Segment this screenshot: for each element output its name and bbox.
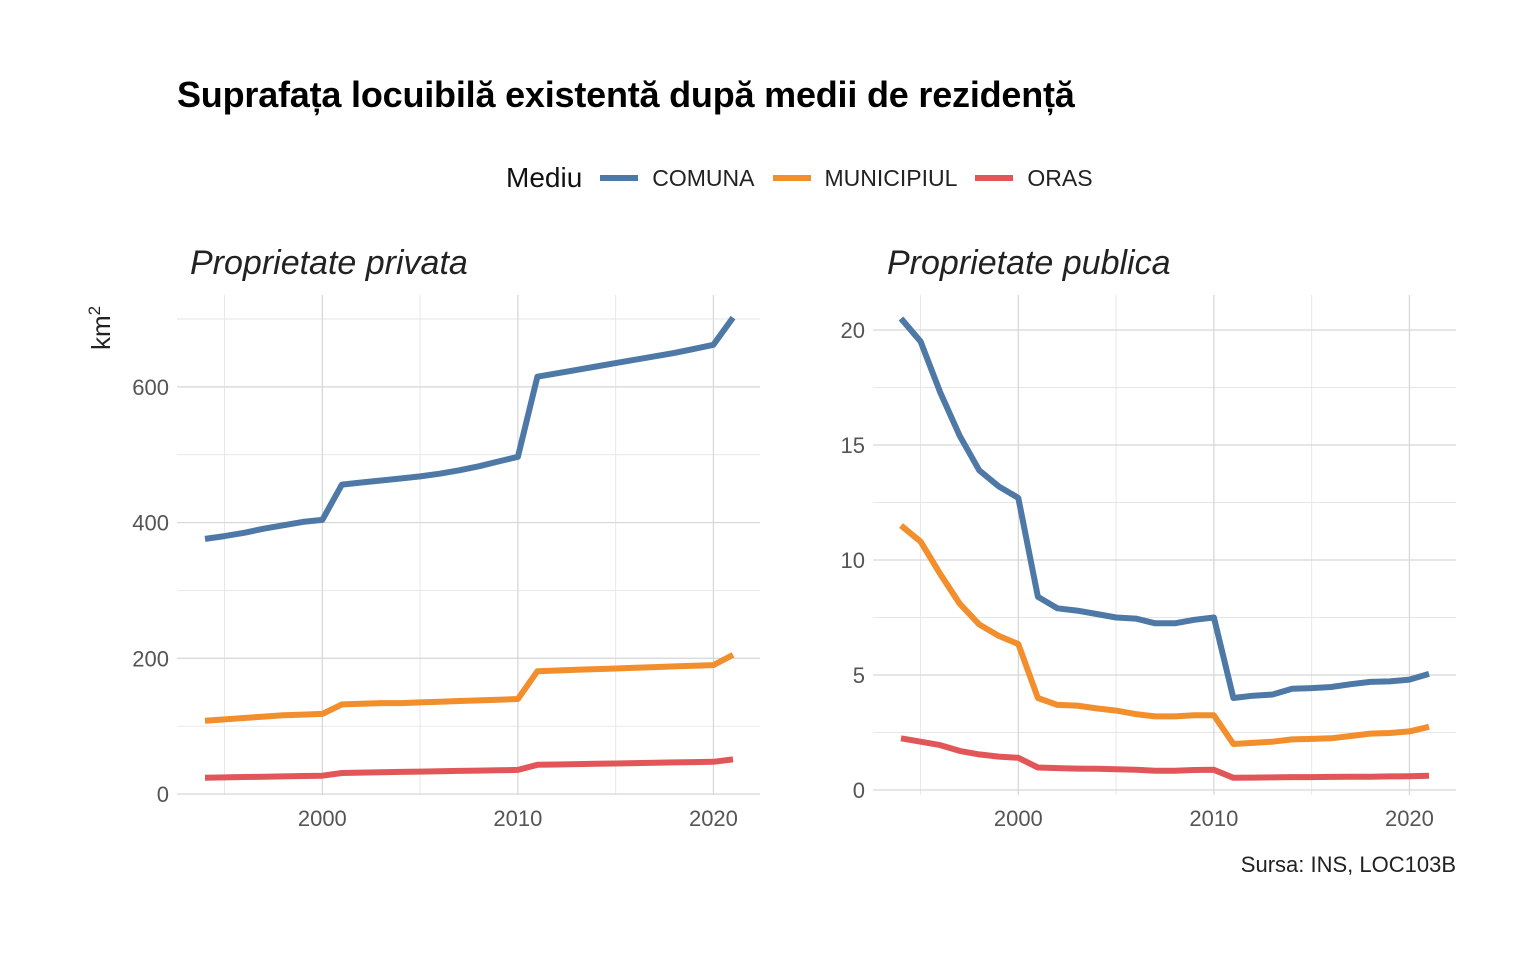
y-tick-label: 10 bbox=[841, 548, 865, 573]
legend-key-comuna bbox=[600, 175, 639, 181]
y-axis-label-sup: 2 bbox=[85, 306, 104, 315]
legend: Mediu COMUNA MUNICIPIUL ORAS bbox=[506, 160, 1111, 196]
facet-title-privata: Proprietate privata bbox=[190, 244, 468, 282]
series-line-publica-comuna bbox=[898, 316, 1430, 701]
series-line-publica-municipiul bbox=[899, 523, 1430, 747]
panel-privata: 0 200 400 600 2000 2010 2020 bbox=[132, 295, 760, 831]
y-tick-label: 5 bbox=[853, 663, 865, 688]
legend-label-municipiul: MUNICIPIUL bbox=[824, 164, 958, 191]
legend-item-municipiul: MUNICIPIUL bbox=[772, 164, 958, 192]
legend-key-oras bbox=[975, 175, 1014, 181]
y-tick-label: 15 bbox=[841, 433, 865, 458]
chart-title: Suprafața locuibilă existentă după medii… bbox=[177, 74, 1075, 115]
x-tick-label: 2010 bbox=[493, 806, 542, 831]
legend-title: Mediu bbox=[506, 162, 583, 193]
x-tick-label: 2000 bbox=[994, 806, 1043, 831]
y-tick-label: 600 bbox=[132, 375, 169, 400]
y-axis-label: km2 bbox=[85, 306, 116, 350]
caption: Sursa: INS, LOC103B bbox=[1240, 852, 1456, 877]
series-line-privata-oras bbox=[204, 756, 734, 781]
y-tick-label: 200 bbox=[132, 646, 169, 671]
facet-title-publica: Proprietate publica bbox=[887, 244, 1171, 282]
legend-label-oras: ORAS bbox=[1027, 164, 1093, 191]
y-tick-label: 0 bbox=[157, 782, 169, 807]
x-tick-label: 2020 bbox=[689, 806, 738, 831]
y-tick-label: 400 bbox=[132, 511, 169, 536]
x-tick-label: 2010 bbox=[1189, 806, 1238, 831]
y-tick-label: 20 bbox=[841, 318, 865, 343]
x-tick-label: 2020 bbox=[1385, 806, 1434, 831]
svg-text:km2: km2 bbox=[85, 306, 116, 350]
legend-label-comuna: COMUNA bbox=[652, 164, 755, 191]
y-axis-label-base: km bbox=[86, 315, 116, 350]
series-line-publica-oras bbox=[900, 735, 1430, 781]
series-line-privata-municipiul bbox=[204, 652, 735, 724]
legend-item-oras: ORAS bbox=[975, 164, 1093, 192]
y-tick-label: 0 bbox=[853, 778, 865, 803]
panel-publica: 0 5 10 15 20 2000 2010 2020 bbox=[841, 295, 1456, 831]
legend-item-comuna: COMUNA bbox=[600, 164, 755, 192]
series-line-privata-comuna bbox=[204, 315, 736, 542]
x-tick-label: 2000 bbox=[298, 806, 347, 831]
legend-key-municipiul bbox=[772, 175, 811, 181]
